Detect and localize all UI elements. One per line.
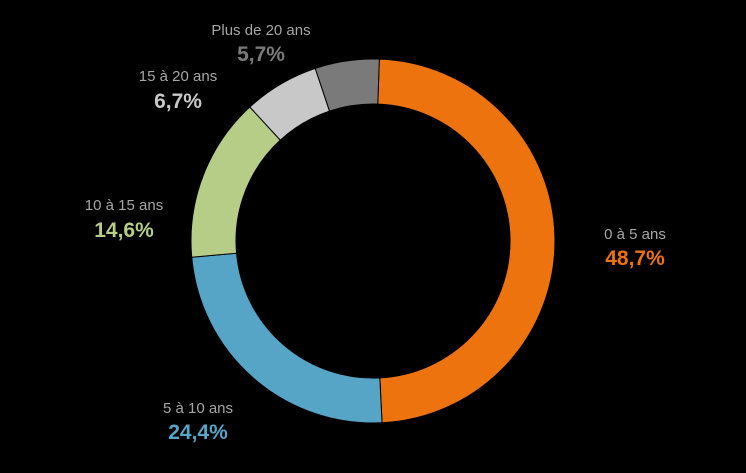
value-label-5-10: 24,4%: [168, 421, 228, 444]
value-label-15-20: 6,7%: [154, 90, 202, 113]
value-label-0-5: 48,7%: [605, 247, 665, 270]
value-label-plus-20: 5,7%: [237, 43, 285, 66]
slice-5-10: [191, 252, 383, 424]
category-label-10-15: 10 à 15 ans: [85, 197, 163, 214]
donut-slices: [190, 58, 556, 424]
category-label-plus-20: Plus de 20 ans: [211, 22, 310, 39]
category-label-0-5: 0 à 5 ans: [604, 226, 666, 243]
category-label-5-10: 5 à 10 ans: [163, 400, 233, 417]
value-label-10-15: 14,6%: [94, 219, 154, 242]
slice-plus-20: [314, 58, 380, 112]
slice-0-5: [377, 58, 556, 424]
category-label-15-20: 15 à 20 ans: [139, 68, 217, 85]
slice-10-15: [190, 106, 281, 258]
